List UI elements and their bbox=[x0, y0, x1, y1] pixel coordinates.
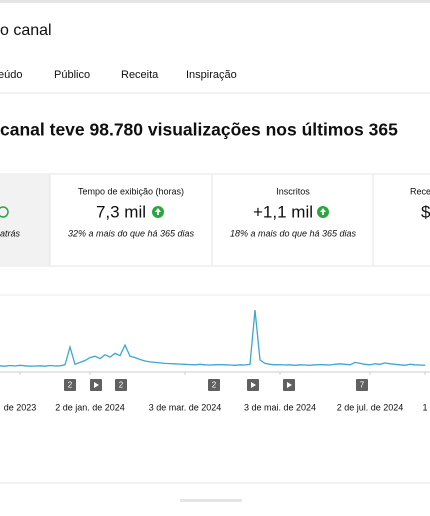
card-note: 32% a mais do que há 365 dias bbox=[68, 228, 195, 238]
x-tick-label: 2 de jul. de 2024 bbox=[337, 402, 404, 412]
marker[interactable] bbox=[356, 379, 368, 391]
marker-label: 2 bbox=[119, 381, 124, 390]
marker[interactable] bbox=[64, 379, 76, 391]
x-tick-label: 3 de mar. de 2024 bbox=[149, 402, 222, 412]
markers: 2 2 2 7 bbox=[64, 379, 368, 391]
card-selected[interactable] bbox=[0, 174, 50, 266]
up-arrow bbox=[320, 208, 326, 215]
card-label: Inscritos bbox=[276, 186, 310, 196]
x-tick-label: 2 de jan. de 2024 bbox=[55, 402, 125, 412]
x-tick-label: de 2023 bbox=[4, 402, 37, 412]
scroll-hint bbox=[180, 499, 242, 502]
play-icon bbox=[251, 382, 256, 388]
tab[interactable]: Público bbox=[54, 69, 90, 81]
play-icon bbox=[287, 382, 292, 388]
up-arrow bbox=[155, 208, 161, 215]
top-bar bbox=[0, 0, 430, 3]
card-label: Rece bbox=[410, 186, 430, 196]
tab[interactable]: Inspiração bbox=[186, 69, 237, 81]
card-note: 18% a mais do que há 365 dias bbox=[230, 228, 357, 238]
play-icon bbox=[94, 382, 99, 388]
headline: canal teve 98.780 visualizações nos últi… bbox=[0, 120, 398, 140]
tab[interactable]: Receita bbox=[121, 69, 159, 81]
page-title: o canal bbox=[0, 22, 52, 39]
marker-label: 2 bbox=[212, 381, 217, 390]
check-icon bbox=[0, 206, 9, 218]
marker-label: 7 bbox=[360, 381, 365, 390]
marker[interactable] bbox=[208, 379, 220, 391]
x-tick-label: 1 bbox=[422, 402, 427, 412]
marker-label: 2 bbox=[68, 381, 73, 390]
card-value: $ bbox=[421, 202, 430, 221]
line bbox=[0, 310, 426, 367]
x-tick-label: 3 de mai. de 2024 bbox=[244, 402, 316, 412]
card-label: Tempo de exibição (horas) bbox=[78, 186, 184, 196]
card-value: +1,1 mil bbox=[253, 202, 313, 221]
card-note: atrás bbox=[0, 228, 21, 238]
cards-box bbox=[0, 173, 430, 267]
tab[interactable]: eúdo bbox=[0, 69, 22, 81]
card-value: 7,3 mil bbox=[96, 202, 146, 221]
marker[interactable] bbox=[115, 379, 127, 391]
